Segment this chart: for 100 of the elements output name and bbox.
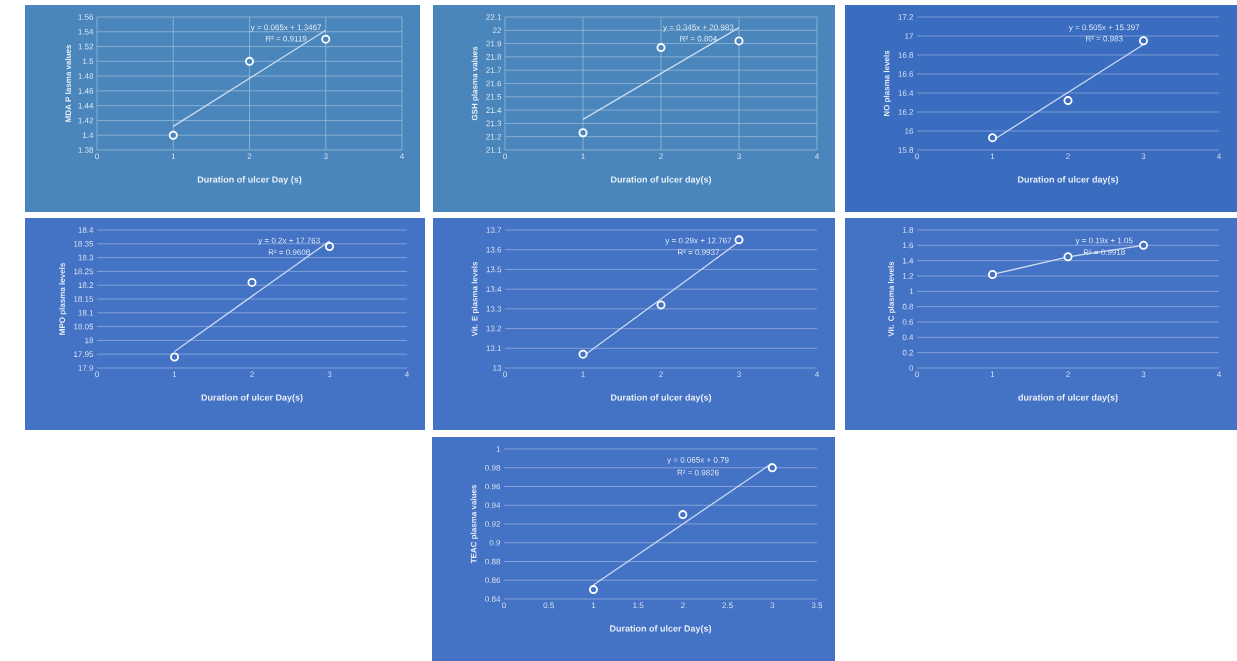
point (734, 36, 744, 46)
y-tick-label: 16.6 (898, 71, 914, 77)
y-tick-label: 18.25 (74, 268, 94, 275)
annotation: R² = 0.804 (680, 35, 717, 42)
x-axis-title: Duration of ulcer day(s) (1018, 176, 1119, 185)
y-tick-label: 1 (496, 446, 501, 452)
y-tick-label: 13 (493, 365, 502, 371)
annotation: R² = 0.9937 (678, 249, 720, 256)
y-tick-label: 17.95 (74, 351, 94, 358)
y-tick-label: 18 (85, 337, 94, 344)
y-tick-label: 22.1 (486, 14, 502, 20)
x-tick-label: 1 (581, 371, 585, 378)
y-tick-label: 0.6 (902, 319, 914, 325)
y-tick-label: 13.3 (486, 306, 502, 312)
y-tick-label: 13.1 (486, 345, 502, 352)
y-tick-label: 18.4 (78, 227, 94, 233)
y-tick-label: 18.3 (78, 254, 94, 261)
annotation: y = 0.065x + 1.3467 (250, 24, 322, 32)
x-tick-label: 2 (659, 153, 663, 160)
x-tick-label: 4 (814, 153, 819, 160)
x-tick-label: 1 (591, 602, 596, 609)
y-tick-label: 17 (905, 33, 914, 39)
y-tick-label: 1.38 (78, 147, 94, 153)
x-tick-label: 2.5 (722, 602, 733, 609)
y-tick-label: 13.2 (486, 325, 502, 332)
y-tick-label: 0.86 (485, 577, 501, 584)
x-tick-label: 1 (581, 153, 585, 160)
y-tick-label: 15.8 (898, 147, 914, 153)
annotation: y = 0.505x + 15.397 (1068, 24, 1140, 32)
y-tick-label: 17.9 (78, 365, 94, 371)
x-tick-label: 2 (247, 153, 252, 160)
x-tick-label: 1 (172, 371, 177, 378)
y-tick-label: 21.6 (486, 80, 502, 87)
point (988, 133, 997, 143)
x-tick-label: 3 (1141, 153, 1146, 160)
y-tick-label: 18.1 (78, 309, 94, 316)
x-tick-label: 3 (323, 153, 328, 160)
x-tick-label: 3 (737, 153, 741, 160)
point (656, 300, 666, 310)
y-tick-label: 13.6 (486, 246, 502, 253)
y-tick-label: 0.96 (485, 483, 501, 490)
annotation: y = 0.065x + 0.79 (667, 457, 729, 465)
y-tick-label: 1.2 (902, 273, 914, 279)
y-tick-label: 0.8 (902, 303, 914, 310)
y-tick-label: 16 (905, 128, 914, 134)
point (245, 56, 255, 66)
point (734, 235, 744, 245)
point (1139, 240, 1148, 250)
y-tick-label: 0 (909, 365, 914, 371)
y-tick-label: 16.8 (898, 52, 914, 58)
point (1063, 252, 1073, 262)
y-tick-label: 1.8 (902, 227, 914, 233)
y-tick-label: 1.5 (82, 58, 94, 65)
x-tick-label: 4 (404, 371, 409, 378)
y-tick-label: 1.48 (78, 73, 94, 79)
point (656, 43, 666, 53)
point (578, 349, 588, 359)
y-tick-label: 1.44 (78, 102, 94, 109)
annotation: R² = 0.983 (1086, 35, 1123, 42)
y-tick-label: 21.5 (486, 93, 502, 100)
x-tick-label: 1 (990, 371, 995, 378)
y-axis-title: GSH plasma values (471, 46, 480, 121)
x-tick-label: 3.5 (811, 602, 823, 609)
y-tick-label: 18.15 (74, 296, 94, 302)
x-axis-title: duration of ulcer day(s) (1018, 394, 1118, 403)
y-tick-label: 0.2 (902, 349, 914, 356)
point (678, 510, 688, 520)
annotation: R² = 0.9608 (268, 249, 310, 256)
y-tick-label: 1 (909, 288, 914, 295)
x-tick-label: 0 (503, 371, 507, 378)
x-axis-title: Duration of ulcer Day(s) (610, 625, 712, 634)
x-tick-label: 4 (399, 153, 404, 160)
y-tick-label: 13.5 (486, 266, 502, 273)
x-tick-label: 1 (171, 153, 176, 160)
y-tick-label: 1.46 (78, 88, 94, 94)
y-axis-title: Vit. E plasma levels (471, 261, 480, 337)
x-tick-label: 2 (681, 602, 685, 609)
x-tick-label: 0 (915, 153, 919, 160)
annotation: R² = 0.9119 (266, 35, 307, 42)
annotation: R² = 0.9826 (677, 469, 719, 476)
x-tick-label: 4 (1216, 153, 1221, 160)
point (325, 242, 335, 252)
x-tick-label: 2 (1066, 153, 1070, 160)
x-tick-label: 0 (503, 153, 507, 160)
y-tick-label: 21.4 (486, 107, 502, 113)
y-tick-label: 21.3 (486, 120, 502, 127)
annotation: y = 0.2x + 17.763 (258, 237, 320, 245)
y-tick-label: 21.8 (486, 54, 502, 60)
y-tick-label: 0.98 (485, 464, 501, 471)
y-tick-label: 18.05 (74, 323, 94, 330)
y-tick-label: 13.7 (486, 227, 502, 233)
y-tick-label: 1.56 (78, 14, 94, 20)
y-tick-label: 21.7 (486, 67, 502, 73)
y-tick-label: 13.4 (486, 286, 502, 292)
x-tick-label: 4 (1216, 371, 1221, 378)
point (321, 34, 331, 44)
y-axis-title: Vit. C plasma levels (888, 261, 896, 337)
y-tick-label: 0.84 (485, 596, 501, 602)
y-tick-label: 22 (492, 27, 502, 34)
x-tick-label: 0 (95, 371, 99, 378)
